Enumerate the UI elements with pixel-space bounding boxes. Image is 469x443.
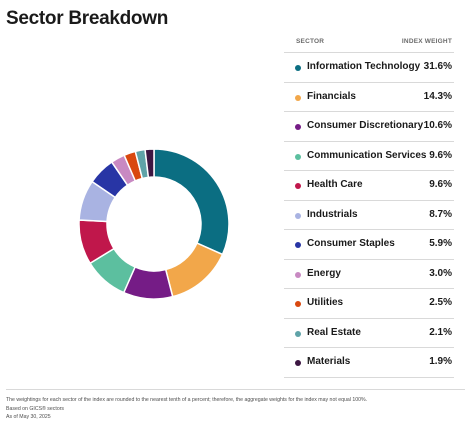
legend-swatch <box>295 212 301 219</box>
sector-weight: 10.6% <box>423 120 452 131</box>
sector-name: Real Estate <box>307 326 361 338</box>
legend-swatch <box>295 65 301 71</box>
sector-rows: Information Technology 31.6% Financials 14.… <box>284 53 454 378</box>
legend-swatch <box>295 183 301 189</box>
sector-name: Materials <box>307 356 351 367</box>
table-row: Energy 3.0% <box>284 260 454 289</box>
sector-weight: 1.9% <box>429 356 452 367</box>
table-row: Financials 14.3% <box>284 83 454 112</box>
donut-chart-svg <box>78 148 230 300</box>
sector-name: Financials <box>307 90 356 102</box>
page-title: Sector Breakdown <box>6 8 169 29</box>
donut-slice-information-technology <box>153 148 230 256</box>
sector-weight: 3.0% <box>429 267 452 279</box>
legend-swatch <box>295 153 301 160</box>
donut-slice-materials <box>144 148 155 179</box>
footnotes: The weightings for each sector of the in… <box>6 396 461 422</box>
sector-weight: 2.1% <box>429 326 452 338</box>
table-row: Industrials 8.7% <box>284 201 454 230</box>
legend-swatch <box>295 330 301 337</box>
sector-name: Industrials <box>307 208 358 220</box>
legend-swatch <box>295 301 301 307</box>
sector-table: SECTOR INDEX WEIGHT Information Technolo… <box>284 30 454 378</box>
footnote-date: As of May 30, 2025 <box>6 414 51 420</box>
table-row: Consumer Discretionary 10.6% <box>284 112 454 142</box>
sector-weight: 9.6% <box>429 149 452 161</box>
column-header-sector: SECTOR <box>296 38 325 45</box>
sector-weight: 31.6% <box>423 61 452 72</box>
footnote-rounding: The weightings for each sector of the in… <box>6 397 368 403</box>
sector-weight: 9.6% <box>429 179 452 190</box>
table-row: Consumer Staples 5.9% <box>284 230 454 260</box>
table-row: Communication Services 9.6% <box>284 142 454 171</box>
legend-swatch <box>295 94 301 101</box>
footnote-gics: Based on GICS® sectors <box>6 405 65 412</box>
legend-swatch <box>295 242 301 248</box>
legend-swatch <box>295 360 301 366</box>
table-row: Health Care 9.6% <box>284 171 454 201</box>
table-row: Information Technology 31.6% <box>284 53 454 83</box>
sector-name: Utilities <box>307 297 344 308</box>
table-row: Utilities 2.5% <box>284 289 454 319</box>
sector-name: Energy <box>307 267 341 279</box>
table-header: SECTOR INDEX WEIGHT <box>284 30 454 53</box>
sector-name: Information Technology <box>307 61 421 72</box>
sector-weight: 14.3% <box>423 90 452 102</box>
table-row: Materials 1.9% <box>284 348 454 378</box>
sector-name: Consumer Staples <box>307 238 395 249</box>
donut-chart <box>58 128 250 320</box>
donut-slice-financials <box>164 242 224 298</box>
sector-weight: 8.7% <box>429 208 452 220</box>
sector-name: Consumer Discretionary <box>307 120 424 131</box>
footer-divider <box>6 389 465 390</box>
sector-name: Health Care <box>307 179 363 190</box>
column-header-weight: INDEX WEIGHT <box>401 38 452 45</box>
sector-weight: 5.9% <box>429 238 452 249</box>
legend-swatch <box>295 271 301 278</box>
sector-name: Communication Services <box>307 149 427 161</box>
table-row: Real Estate 2.1% <box>284 319 454 348</box>
sector-weight: 2.5% <box>429 297 452 308</box>
legend-swatch <box>295 124 301 130</box>
